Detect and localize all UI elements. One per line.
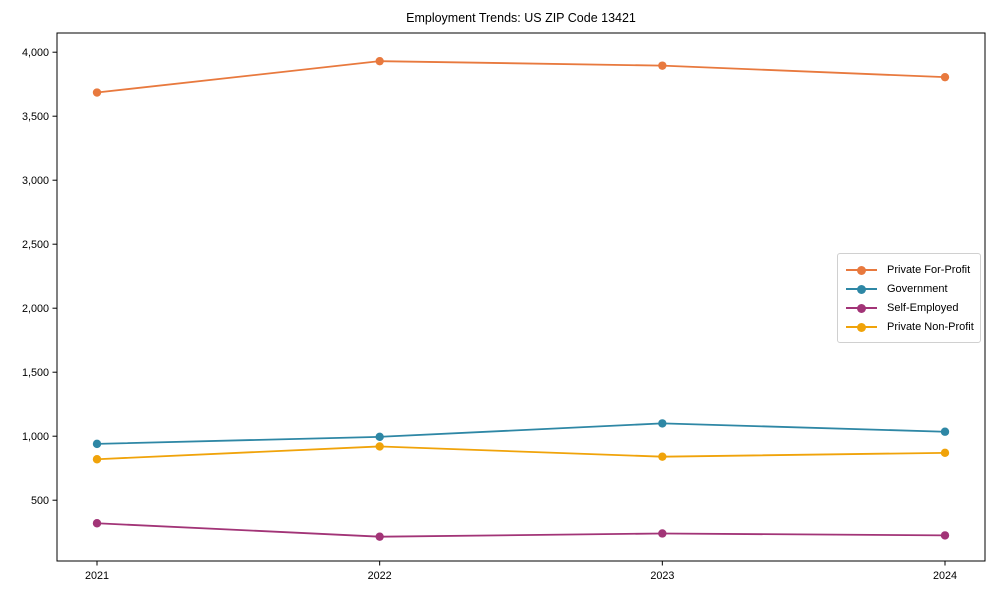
data-point-private-non-profit bbox=[92, 455, 102, 464]
y-tick-label: 3,000 bbox=[22, 175, 49, 187]
y-tick-label: 2,000 bbox=[22, 303, 49, 315]
data-point-self-employed bbox=[658, 529, 667, 538]
x-tick-label: 2022 bbox=[368, 570, 392, 582]
data-point-self-employed bbox=[940, 531, 950, 540]
data-point-private-for-profit bbox=[658, 61, 667, 70]
data-point-government bbox=[375, 432, 384, 442]
data-point-government bbox=[658, 419, 667, 428]
legend-marker-icon bbox=[857, 322, 866, 332]
data-point-government bbox=[940, 427, 950, 436]
data-point-self-employed bbox=[92, 519, 102, 528]
chart-title: Employment Trends: US ZIP Code 13421 bbox=[406, 11, 636, 25]
y-tick-label: 1,500 bbox=[22, 367, 49, 379]
x-tick-label: 2021 bbox=[85, 570, 109, 582]
x-tick-label: 2024 bbox=[933, 570, 957, 582]
data-point-private-for-profit bbox=[375, 56, 384, 66]
y-tick-label: 3,500 bbox=[22, 111, 49, 123]
series-line-private-non-profit bbox=[96, 445, 946, 461]
legend: Private For-Profit Government Self-Employe… bbox=[837, 253, 981, 343]
y-tick-label: 2,500 bbox=[22, 239, 49, 251]
legend-marker-icon bbox=[857, 284, 866, 294]
plot-border bbox=[56, 32, 986, 562]
data-point-private-non-profit bbox=[375, 442, 384, 451]
y-tick-label: 1,000 bbox=[22, 431, 49, 443]
data-point-private-non-profit bbox=[658, 452, 667, 461]
legend-line-sample bbox=[846, 284, 877, 294]
y-tick-label: 4,000 bbox=[22, 47, 49, 59]
legend-line-sample bbox=[846, 265, 877, 275]
data-point-self-employed bbox=[375, 532, 384, 541]
series-line-self-employed bbox=[96, 522, 946, 538]
data-point-private-for-profit bbox=[940, 72, 950, 82]
legend-item-self-employed: Self-Employed bbox=[846, 299, 972, 317]
legend-line-sample bbox=[846, 322, 877, 332]
legend-label: Private Non-Profit bbox=[887, 321, 974, 333]
series-line-government bbox=[96, 422, 946, 445]
legend-item-private-for-profit: Private For-Profit bbox=[846, 261, 972, 279]
data-point-government bbox=[92, 439, 102, 449]
data-point-private-for-profit bbox=[92, 88, 102, 97]
legend-marker-icon bbox=[857, 303, 866, 313]
legend-line-sample bbox=[846, 303, 877, 313]
data-point-private-non-profit bbox=[940, 448, 950, 458]
legend-label: Government bbox=[887, 283, 948, 295]
y-tick-label: 500 bbox=[31, 495, 49, 507]
legend-marker-icon bbox=[857, 265, 866, 275]
series-line-private-for-profit bbox=[96, 60, 946, 94]
legend-label: Private For-Profit bbox=[887, 264, 971, 276]
legend-item-private-non-profit: Private Non-Profit bbox=[846, 318, 974, 336]
legend-label: Self-Employed bbox=[887, 302, 959, 314]
x-tick-label: 2023 bbox=[650, 570, 674, 582]
legend-item-government: Government bbox=[846, 280, 972, 298]
